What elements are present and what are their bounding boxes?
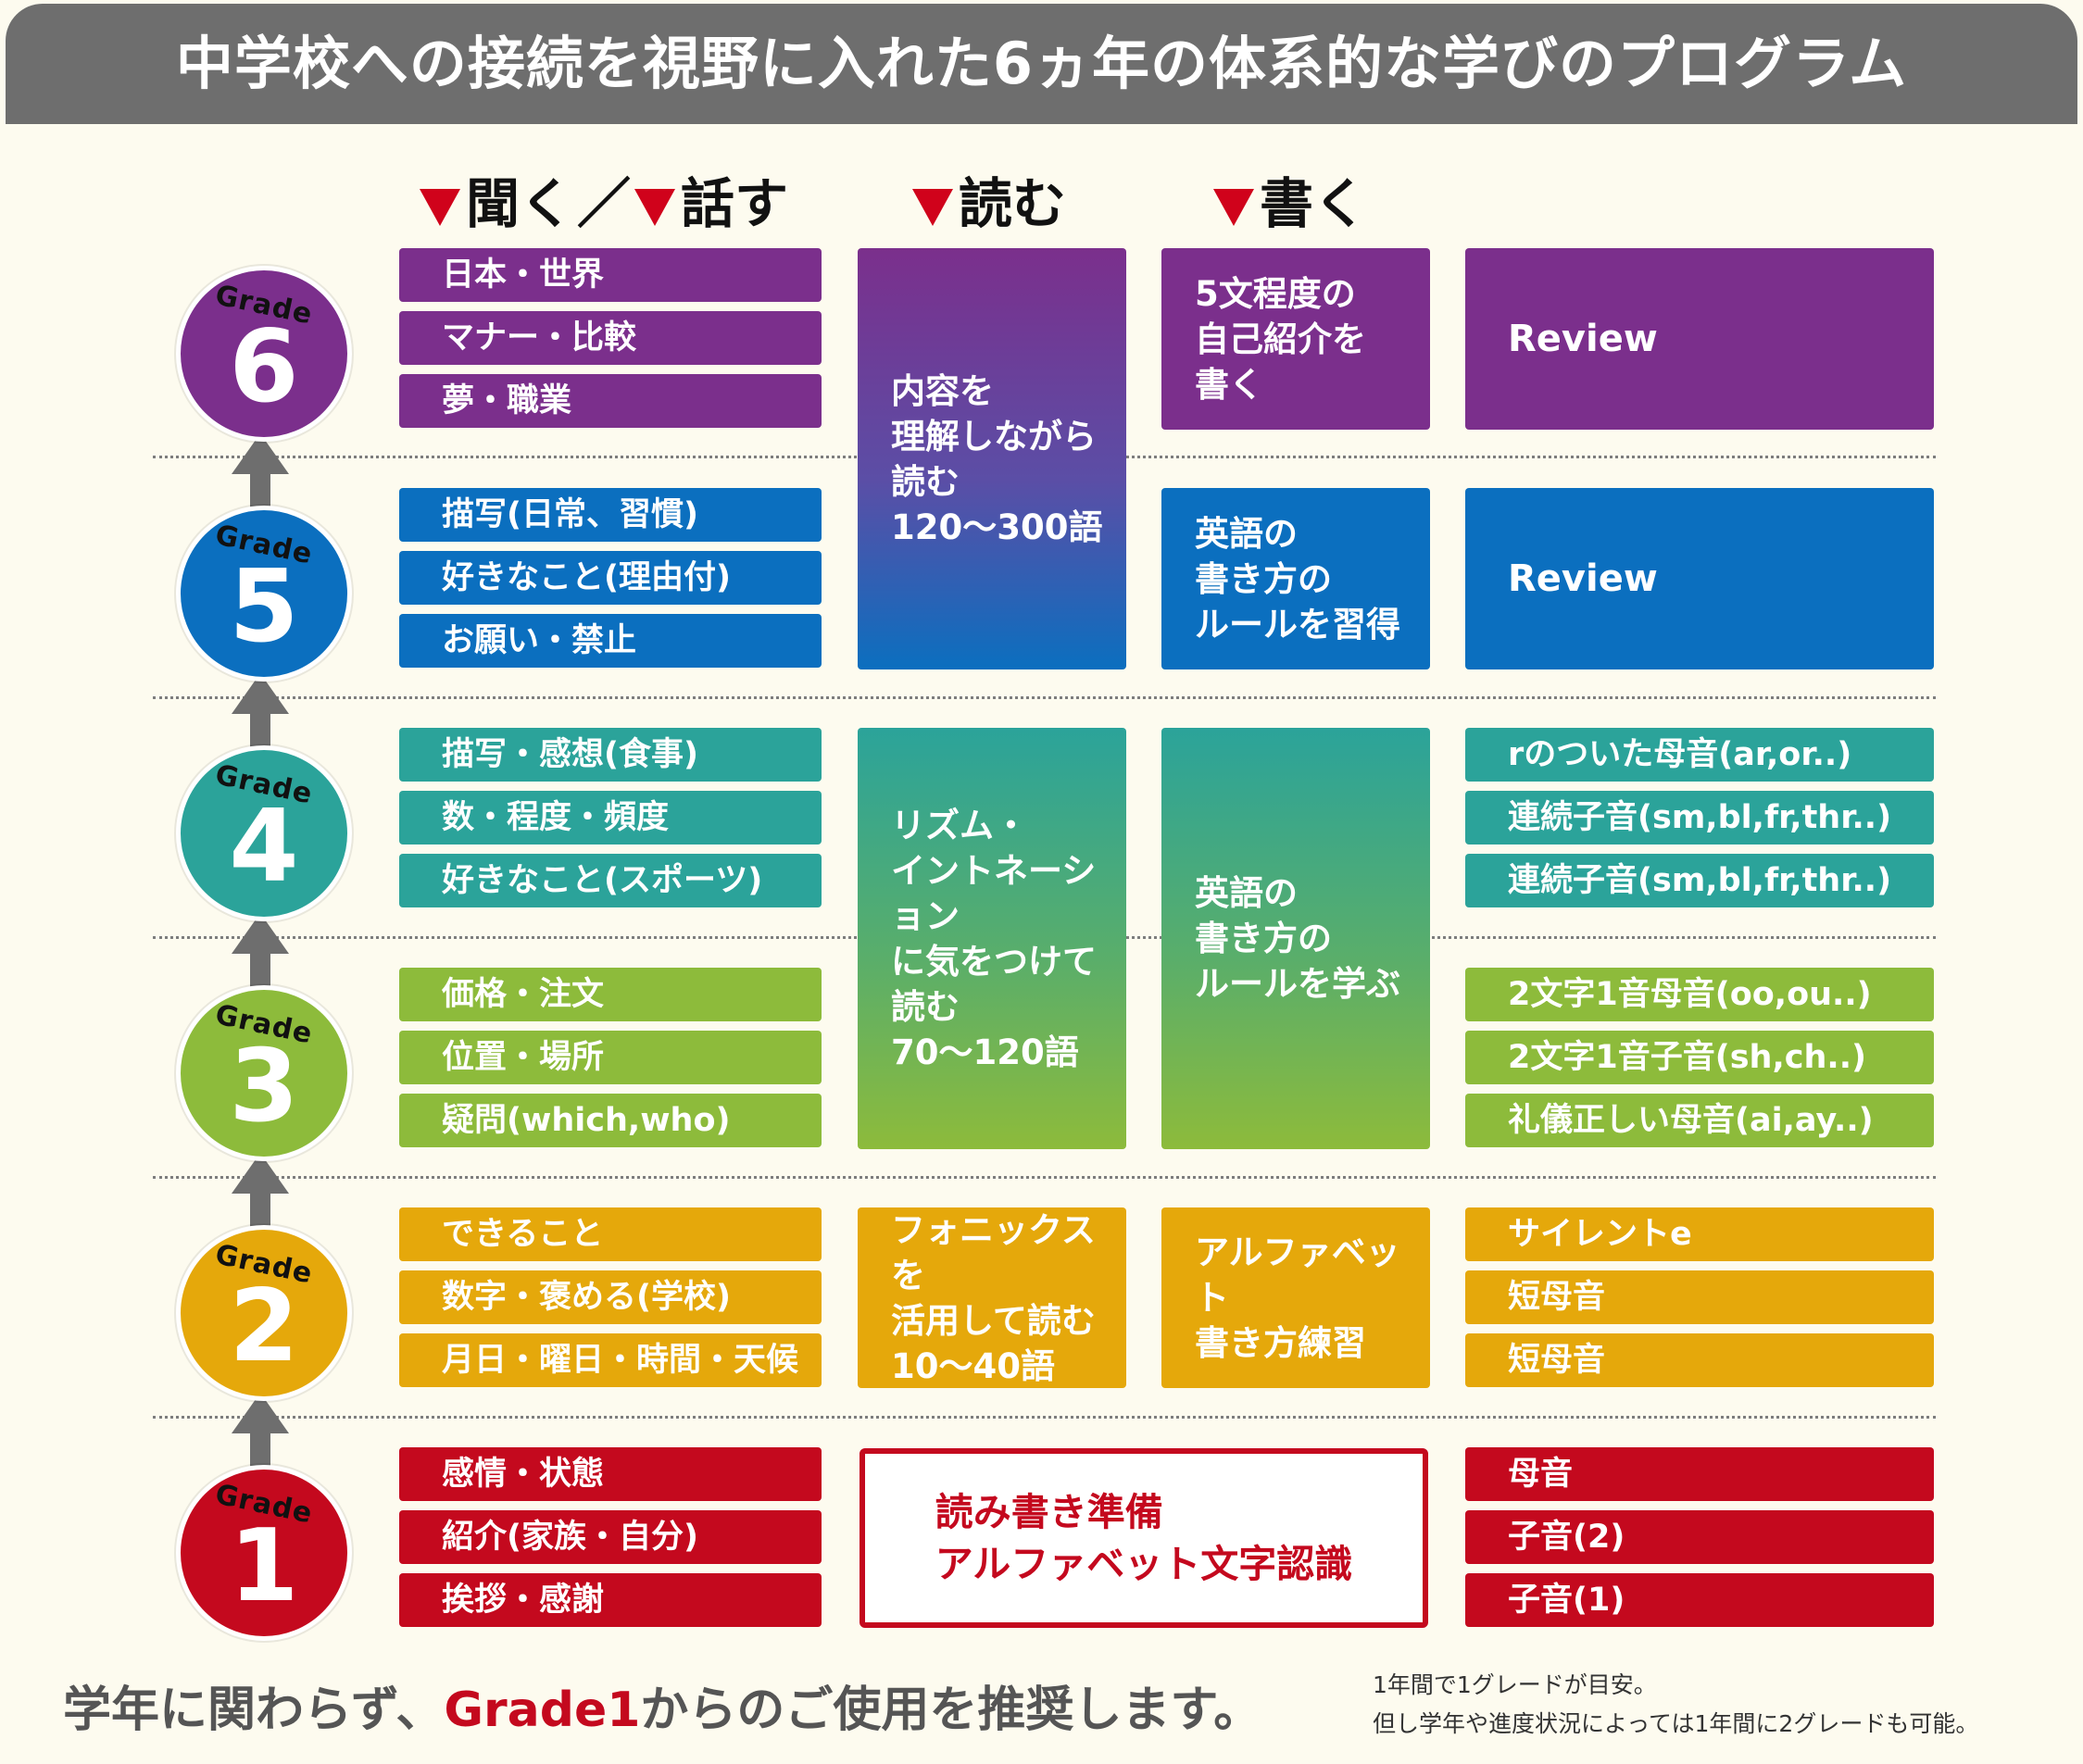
listen-speak-item: 価格・注文 — [399, 968, 822, 1021]
row-separator — [153, 1176, 1936, 1179]
listen-speak-item: 描写・感想(食事) — [399, 728, 822, 782]
footer-note-line-2: 但し学年や進度状況によっては1年間に2グレードも可能。 — [1373, 1706, 1978, 1739]
writing-text: アルファベット 書き方練習 — [1195, 1230, 1430, 1366]
reading-block-grade-2: フォニックスを 活用して読む 10〜40語 — [858, 1207, 1126, 1388]
phonics-item: 短母音 — [1465, 1270, 1934, 1324]
grade-number: 4 — [181, 787, 347, 907]
grade-3-circle: Grade 3 — [176, 985, 352, 1161]
row-separator — [153, 696, 1936, 699]
listen-speak-item: 日本・世界 — [399, 248, 822, 302]
writing-block-grade-6: 5文程度の 自己紹介を 書く — [1161, 248, 1430, 430]
listen-speak-item: 描写(日常、習慣) — [399, 488, 822, 542]
triangle-icon — [1213, 189, 1254, 226]
reading-text: 内容を 理解しながら 読む 120〜300語 — [891, 369, 1102, 550]
grade-number: 5 — [181, 547, 347, 668]
listen-speak-item: できること — [399, 1207, 822, 1261]
phonics-item: 連続子音(sm,bl,fr,thr..) — [1465, 854, 1934, 907]
footer-prefix: 学年に関わらず、 — [63, 1683, 444, 1738]
page-title: 中学校への接続を視野に入れた6ヵ年の体系的な学びのプログラム — [6, 4, 2077, 124]
grade-6-circle: Grade 6 — [176, 266, 352, 442]
column-header-read: 読む — [912, 167, 1066, 241]
listen-speak-item: 数・程度・頻度 — [399, 791, 822, 844]
title-bar: 中学校への接続を視野に入れた6ヵ年の体系的な学びのプログラム — [6, 4, 2077, 124]
footer-suffix: からのご使用を推奨します。 — [640, 1683, 1261, 1738]
listen-speak-item: 夢・職業 — [399, 374, 822, 428]
phonics-item: rのついた母音(ar,or..) — [1465, 728, 1934, 782]
review-block-grade-5: Review — [1465, 488, 1934, 669]
listen-speak-item: お願い・禁止 — [399, 614, 822, 668]
grade-number: 1 — [181, 1507, 347, 1627]
phonics-item: 2文字1音子音(sh,ch..) — [1465, 1031, 1934, 1084]
progress-arrow-shaft — [250, 1192, 270, 1229]
footer-recommendation: 学年に関わらず、Grade1からのご使用を推奨します。 — [63, 1670, 1261, 1740]
header-read: 読む — [959, 172, 1066, 235]
review-text: Review — [1508, 317, 1658, 362]
reading-block-grade-3-4: リズム・ イントネーション に気をつけて 読む 70〜120語 — [858, 728, 1126, 1149]
reading-block-grade-5-6: 内容を 理解しながら 読む 120〜300語 — [858, 248, 1126, 669]
phonics-item: 礼儀正しい母音(ai,ay..) — [1465, 1094, 1934, 1147]
review-block-grade-6: Review — [1465, 248, 1934, 430]
grade-5-circle: Grade 5 — [176, 506, 352, 682]
review-text: Review — [1508, 557, 1658, 602]
reading-text: フォニックスを 活用して読む 10〜40語 — [891, 1207, 1126, 1389]
grade-4-circle: Grade 4 — [176, 745, 352, 921]
writing-block-grade-3-4: 英語の 書き方の ルールを学ぶ — [1161, 728, 1430, 1149]
grade-2-circle: Grade 2 — [176, 1225, 352, 1401]
footer-note-line-1: 1年間で1グレードが目安。 — [1373, 1667, 1657, 1700]
phonics-item: 母音 — [1465, 1447, 1934, 1501]
listen-speak-item: 疑問(which,who) — [399, 1094, 822, 1147]
column-header-listen-speak: 聞く／ 話す — [420, 167, 788, 241]
grade-1-prep-box: 読み書き準備 アルファベット文字認識 — [860, 1448, 1428, 1628]
progress-arrow-shaft — [250, 472, 270, 509]
listen-speak-item: 感情・状態 — [399, 1447, 822, 1501]
progress-arrow-shaft — [250, 712, 270, 749]
writing-block-grade-2: アルファベット 書き方練習 — [1161, 1207, 1430, 1388]
writing-text: 5文程度の 自己紹介を 書く — [1195, 271, 1366, 407]
listen-speak-item: マナー・比較 — [399, 311, 822, 365]
progress-arrow-shaft — [250, 952, 270, 989]
phonics-item: 連続子音(sm,bl,fr,thr..) — [1465, 791, 1934, 844]
progress-arrow-shaft — [250, 1432, 270, 1469]
phonics-item: 短母音 — [1465, 1333, 1934, 1387]
listen-speak-item: 好きなこと(スポーツ) — [399, 854, 822, 907]
phonics-item: サイレントe — [1465, 1207, 1934, 1261]
listen-speak-item: 挨拶・感謝 — [399, 1573, 822, 1627]
grade-number: 6 — [181, 307, 347, 428]
listen-speak-item: 数字・褒める(学校) — [399, 1270, 822, 1324]
listen-speak-item: 月日・曜日・時間・天候 — [399, 1333, 822, 1387]
phonics-item: 子音(1) — [1465, 1573, 1934, 1627]
triangle-icon — [634, 189, 675, 226]
phonics-item: 子音(2) — [1465, 1510, 1934, 1564]
triangle-icon — [912, 189, 953, 226]
header-write: 書く — [1260, 172, 1367, 235]
prep-text: 読み書き準備 アルファベット文字認識 — [935, 1486, 1353, 1590]
listen-speak-item: 好きなこと(理由付) — [399, 551, 822, 605]
grade-1-circle: Grade 1 — [176, 1465, 352, 1641]
listen-speak-item: 位置・場所 — [399, 1031, 822, 1084]
writing-text: 英語の 書き方の ルールを学ぶ — [1195, 870, 1400, 1007]
header-speak: 話す — [681, 172, 788, 235]
listen-speak-item: 紹介(家族・自分) — [399, 1510, 822, 1564]
header-divider: ／ — [577, 167, 631, 241]
reading-text: リズム・ イントネーション に気をつけて 読む 70〜120語 — [891, 803, 1126, 1075]
phonics-item: 2文字1音母音(oo,ou..) — [1465, 968, 1934, 1021]
writing-block-grade-5: 英語の 書き方の ルールを習得 — [1161, 488, 1430, 669]
header-listen: 聞く — [466, 172, 573, 235]
grade-number: 3 — [181, 1027, 347, 1147]
footer-accent: Grade1 — [444, 1683, 640, 1738]
writing-text: 英語の 書き方の ルールを習得 — [1195, 511, 1400, 647]
column-header-write: 書く — [1213, 167, 1367, 241]
row-separator — [153, 1416, 1936, 1419]
triangle-icon — [420, 189, 460, 226]
grade-number: 2 — [181, 1267, 347, 1387]
